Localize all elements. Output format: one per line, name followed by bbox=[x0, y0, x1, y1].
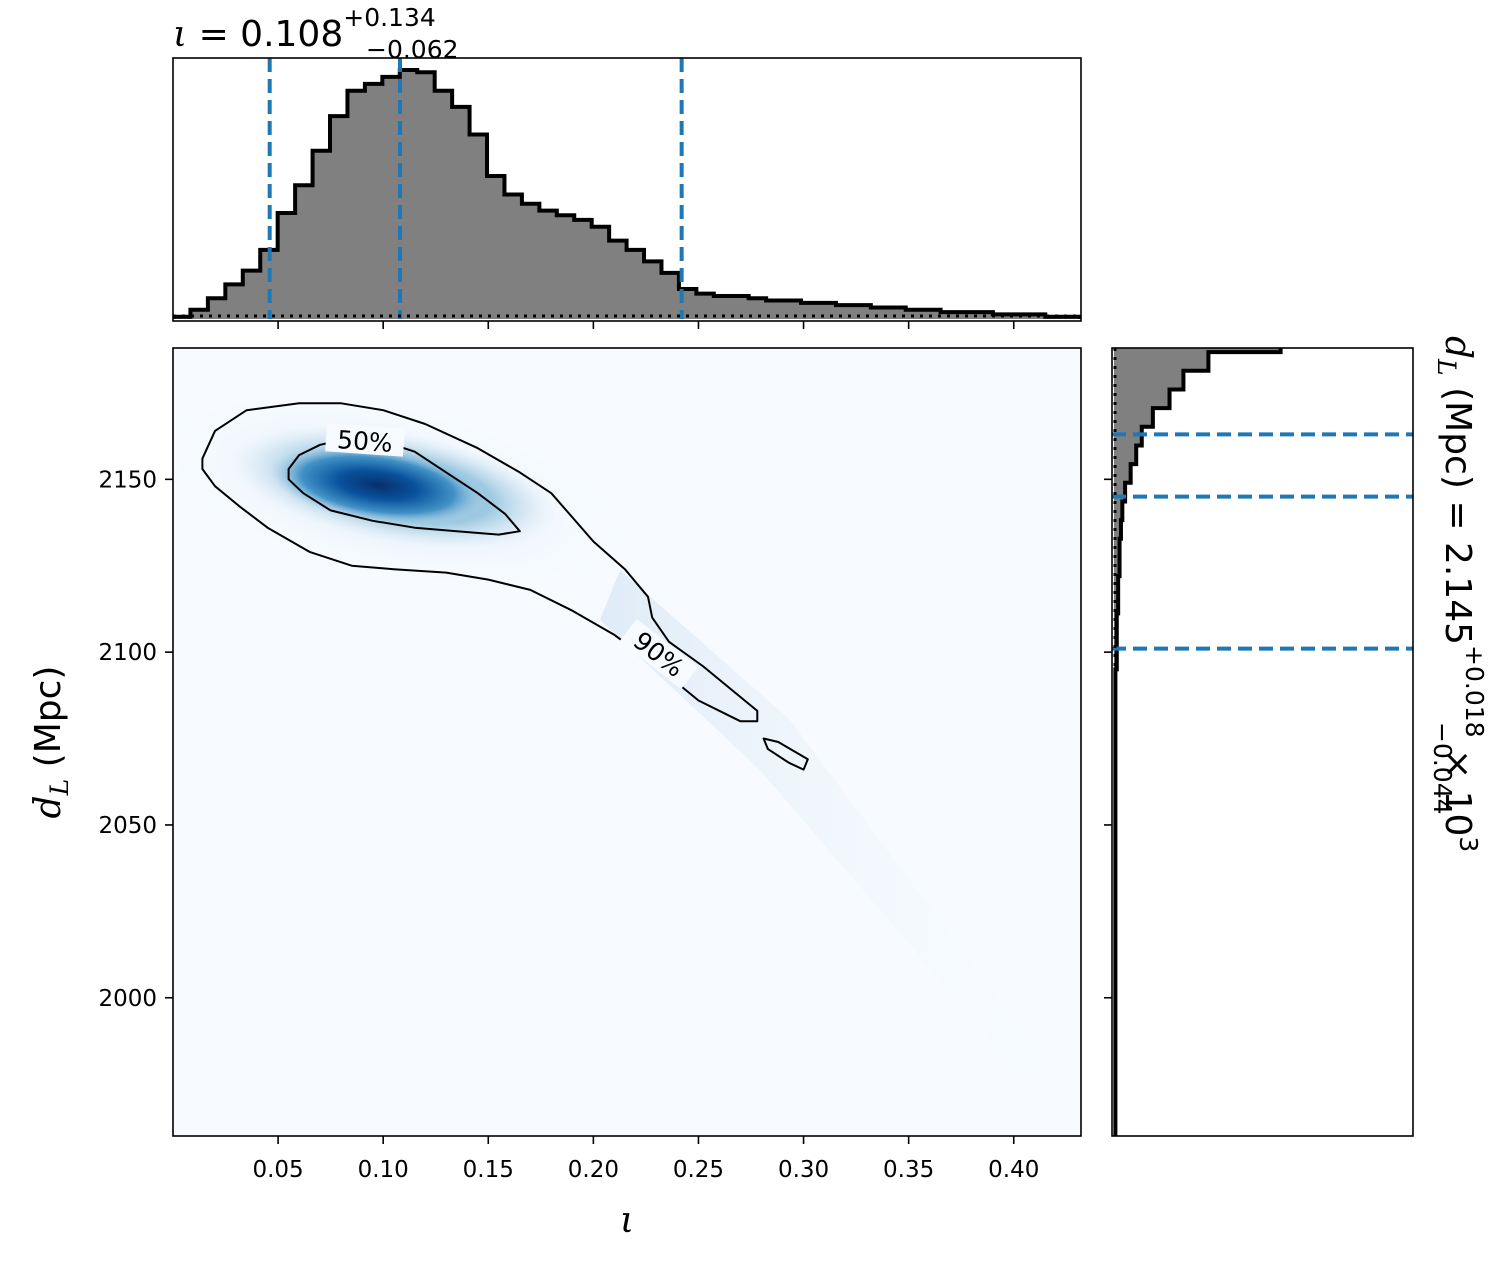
joint-panel: 50% 90% 0.05 0.10 0.15 0.20 0.25 0.30 0.35 0.40… bbox=[28, 347, 1082, 1241]
iota-histogram-panel: ι = 0.108+0.134 −0.062 bbox=[172, 3, 1082, 329]
contour-label-50: 50% bbox=[336, 425, 393, 458]
dl-histogram-bars bbox=[1113, 184, 1400, 1136]
dl-hist-fill bbox=[1114, 348, 1281, 1136]
y-tick-label: 2000 bbox=[98, 986, 157, 1012]
iota-histogram-ticks bbox=[277, 321, 1015, 329]
iota-histogram-bars bbox=[173, 68, 1081, 319]
y-tick-label: 2100 bbox=[98, 640, 157, 666]
dl-quantile-lines bbox=[1112, 432, 1413, 651]
dl-title-power: 3 bbox=[1454, 836, 1483, 852]
dl-title-times: × 10 bbox=[1437, 738, 1478, 837]
x-tick-label: 0.20 bbox=[568, 1157, 619, 1183]
dl-title-upper: +0.018 bbox=[1460, 645, 1489, 738]
dl-title-var: d bbox=[1437, 336, 1478, 359]
dl-hist-bar bbox=[1114, 222, 1142, 241]
x-tick-label: 0.25 bbox=[673, 1157, 724, 1183]
dl-histogram-frame bbox=[1111, 347, 1414, 1137]
iota-title-value: = 0.108 bbox=[187, 14, 343, 55]
x-tick-label: 0.05 bbox=[252, 1157, 303, 1183]
y-tick-label: 2150 bbox=[98, 467, 157, 493]
x-tick-label: 0.30 bbox=[778, 1157, 829, 1183]
iota-hist-fill bbox=[173, 70, 1081, 319]
dl-hist-bar bbox=[1114, 315, 1378, 334]
dl-histogram-ticks bbox=[1104, 478, 1112, 999]
iota-quantile-lines bbox=[267, 58, 684, 319]
x-tick-label: 0.15 bbox=[463, 1157, 514, 1183]
iota-histogram-frame bbox=[172, 57, 1082, 322]
contour-label-90-bg bbox=[619, 618, 699, 690]
iota-hist-outline bbox=[173, 68, 1081, 319]
y-axis-label: dL (Mpc) bbox=[28, 666, 74, 819]
dl-title: dL (Mpc) = 2.145+0.018 × 103 bbox=[1432, 336, 1489, 852]
dl-histogram-panel: dL (Mpc) = 2.145+0.018 × 103 −0.044 bbox=[1104, 184, 1489, 1137]
iota-title-lower-group: −0.062 bbox=[366, 35, 459, 64]
x-tick-label: 0.10 bbox=[358, 1157, 409, 1183]
dl-hist-bar bbox=[1114, 203, 1125, 222]
dl-hist-bar bbox=[1114, 240, 1181, 259]
x-axis-label: ι bbox=[620, 1200, 634, 1241]
joint-frame bbox=[172, 347, 1082, 1137]
dl-hist-outline bbox=[1113, 348, 1283, 1136]
joint-ticks: 0.05 0.10 0.15 0.20 0.25 0.30 0.35 0.40 2000 2050… bbox=[98, 467, 1039, 1183]
iota-title-param: ι bbox=[173, 14, 187, 55]
x-tick-label: 0.35 bbox=[883, 1157, 934, 1183]
iota-title-upper: +0.134 bbox=[343, 3, 436, 32]
dl-title-value: (Mpc) = 2.145 bbox=[1437, 376, 1478, 645]
contour-90 bbox=[201, 402, 759, 723]
iota-title-lower: −0.062 bbox=[366, 35, 459, 64]
y-tick-label: 2050 bbox=[98, 813, 157, 839]
dl-title-lower-group: −0.044 bbox=[1428, 722, 1457, 815]
y-axis-label-unit: (Mpc) bbox=[28, 666, 69, 779]
dl-title-sub: L bbox=[1432, 358, 1461, 376]
dl-hist-bar bbox=[1114, 184, 1120, 203]
contour-label-50-bg bbox=[325, 423, 405, 457]
y-axis-label-var: d bbox=[28, 795, 69, 818]
dl-hist-bar bbox=[1114, 277, 1358, 296]
dl-title-lower: −0.044 bbox=[1428, 722, 1457, 815]
dl-hist-bar bbox=[1114, 259, 1281, 278]
iota-title: ι = 0.108+0.134 bbox=[173, 3, 436, 55]
y-axis-label-sub: L bbox=[45, 779, 74, 797]
dl-hist-bar bbox=[1114, 296, 1400, 315]
contour-90-island bbox=[762, 737, 809, 771]
x-tick-label: 0.40 bbox=[988, 1157, 1039, 1183]
